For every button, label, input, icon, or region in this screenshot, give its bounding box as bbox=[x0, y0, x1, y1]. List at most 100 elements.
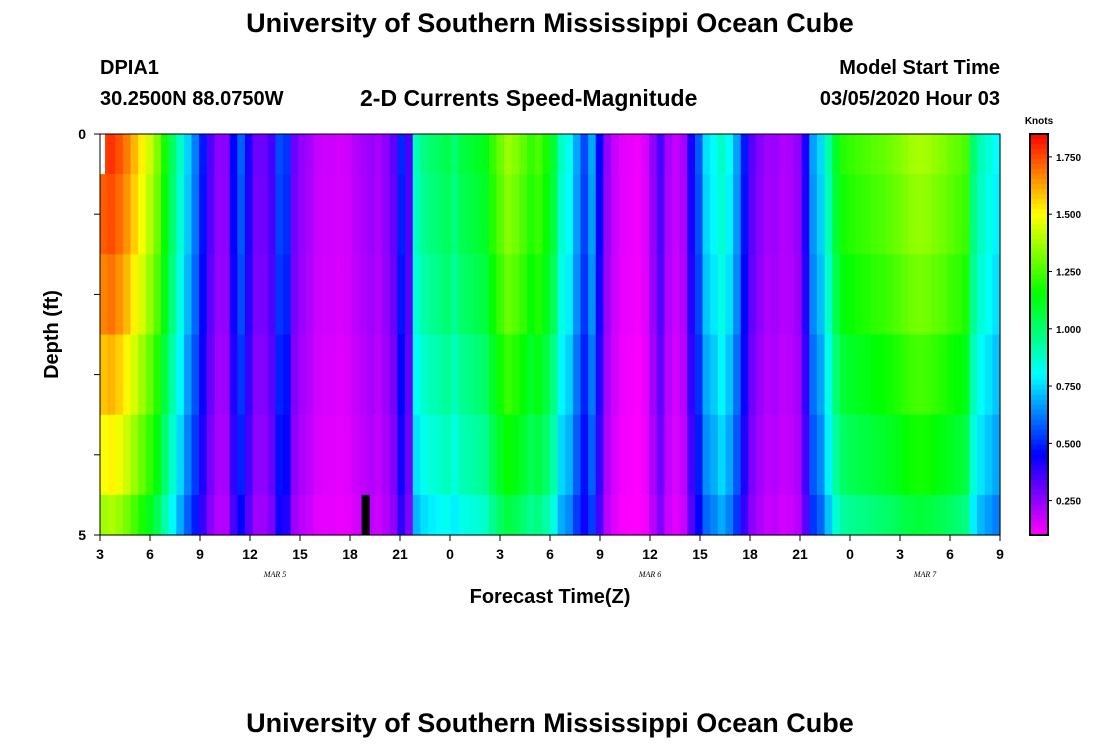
colorbar-step bbox=[1030, 319, 1048, 325]
heatmap-cell bbox=[496, 414, 505, 496]
heatmap-cell bbox=[862, 254, 871, 336]
heatmap-cell bbox=[550, 254, 559, 336]
heatmap-cell bbox=[229, 494, 238, 536]
heatmap-cell bbox=[916, 174, 925, 255]
heatmap-cell bbox=[656, 414, 666, 496]
footer-title: University of Southern Mississippi Ocean… bbox=[246, 708, 854, 738]
heatmap-cell bbox=[107, 414, 116, 496]
heatmap-cell bbox=[435, 134, 444, 175]
heatmap-cell bbox=[984, 334, 993, 416]
heatmap-cell bbox=[290, 334, 299, 416]
heatmap-cell bbox=[313, 134, 322, 175]
heatmap-cell bbox=[870, 174, 879, 255]
heatmap-cell bbox=[382, 134, 391, 175]
colorbar-step bbox=[1030, 364, 1048, 371]
heatmap-cell bbox=[877, 334, 887, 416]
heatmap-cell bbox=[748, 414, 757, 496]
heatmap-cell bbox=[222, 174, 231, 255]
heatmap-cell bbox=[458, 414, 467, 496]
heatmap-cell bbox=[748, 174, 757, 255]
colorbar-step bbox=[1030, 389, 1048, 396]
heatmap-cell bbox=[153, 254, 162, 336]
heatmap-cell bbox=[618, 254, 627, 336]
heatmap-cell bbox=[801, 494, 810, 536]
heatmap-cell bbox=[656, 134, 666, 175]
heatmap-cell bbox=[938, 334, 948, 416]
colorbar-tick-label: 1.000 bbox=[1056, 325, 1081, 336]
colorbar-step bbox=[1030, 289, 1048, 295]
heatmap-cell bbox=[885, 494, 894, 536]
heatmap-cell bbox=[611, 254, 620, 336]
heatmap-cell bbox=[572, 414, 582, 496]
heatmap-cell bbox=[252, 414, 261, 496]
heatmap-cell bbox=[824, 334, 833, 416]
heatmap-cell bbox=[694, 334, 704, 416]
heatmap-cell bbox=[473, 134, 482, 175]
heatmap-cell bbox=[855, 334, 864, 416]
heatmap-cell bbox=[168, 334, 177, 416]
heatmap-cell bbox=[588, 334, 597, 416]
heatmap-cell bbox=[191, 174, 200, 255]
heatmap-cell bbox=[626, 254, 635, 336]
heatmap-cell bbox=[786, 174, 795, 255]
colorbar-step bbox=[1030, 449, 1048, 456]
heatmap-cell bbox=[458, 494, 467, 536]
heatmap-cell bbox=[298, 334, 307, 416]
heatmap-cell bbox=[794, 254, 803, 336]
heatmap-cell bbox=[290, 174, 299, 255]
heatmap-cell bbox=[496, 254, 505, 336]
colorbar-step bbox=[1030, 229, 1048, 235]
heatmap-cell bbox=[786, 254, 795, 336]
heatmap-cell bbox=[450, 494, 460, 536]
heatmap-cell bbox=[214, 334, 223, 416]
heatmap-cell bbox=[527, 414, 536, 496]
heatmap-cell bbox=[908, 174, 917, 255]
heatmap-cell bbox=[908, 134, 917, 175]
colorbar-step bbox=[1030, 519, 1048, 526]
heatmap-cell bbox=[572, 334, 582, 416]
heatmap-cell bbox=[100, 494, 109, 536]
heatmap-cell bbox=[763, 334, 772, 416]
heatmap-cell bbox=[733, 174, 742, 255]
colorbar-step bbox=[1030, 464, 1048, 471]
heatmap-cells bbox=[100, 134, 1001, 536]
heatmap-cell bbox=[206, 494, 216, 536]
heatmap-cell bbox=[161, 254, 170, 336]
heatmap-cell bbox=[153, 334, 162, 416]
heatmap-cell bbox=[946, 414, 955, 496]
heatmap-cell bbox=[603, 414, 612, 496]
heatmap-cell bbox=[969, 134, 978, 175]
heatmap-cell bbox=[862, 334, 871, 416]
heatmap-cell bbox=[115, 134, 124, 175]
heatmap-cell bbox=[511, 414, 521, 496]
heatmap-cell bbox=[519, 134, 528, 175]
heatmap-cell bbox=[496, 174, 505, 255]
colorbar-step bbox=[1030, 179, 1048, 185]
heatmap-cell bbox=[687, 134, 696, 175]
heatmap-cell bbox=[938, 174, 948, 255]
heatmap-cell bbox=[717, 134, 727, 175]
colorbar-step bbox=[1030, 504, 1048, 511]
heatmap-cell bbox=[397, 134, 406, 175]
heatmap-cell bbox=[458, 334, 467, 416]
heatmap-cell bbox=[382, 254, 391, 336]
heatmap-cell bbox=[199, 174, 208, 255]
heatmap-cell bbox=[450, 134, 460, 175]
heatmap-cell bbox=[420, 174, 429, 255]
heatmap-cell bbox=[275, 174, 284, 255]
heatmap-cell bbox=[107, 134, 116, 175]
heatmap-cell bbox=[183, 174, 193, 255]
heatmap-cell bbox=[893, 174, 902, 255]
heatmap-cell bbox=[733, 494, 742, 536]
heatmap-cell bbox=[687, 174, 696, 255]
heatmap-cell bbox=[717, 174, 727, 255]
missing-data-marker bbox=[361, 494, 370, 535]
heatmap-cell bbox=[961, 254, 971, 336]
heatmap-cell bbox=[588, 174, 597, 255]
heatmap-cell bbox=[618, 494, 627, 536]
heatmap-cell bbox=[321, 334, 330, 416]
heatmap-cell bbox=[923, 334, 932, 416]
heatmap-cell bbox=[275, 494, 284, 536]
colorbar-tick-label: 0.500 bbox=[1056, 439, 1081, 450]
heatmap-cell bbox=[801, 414, 810, 496]
